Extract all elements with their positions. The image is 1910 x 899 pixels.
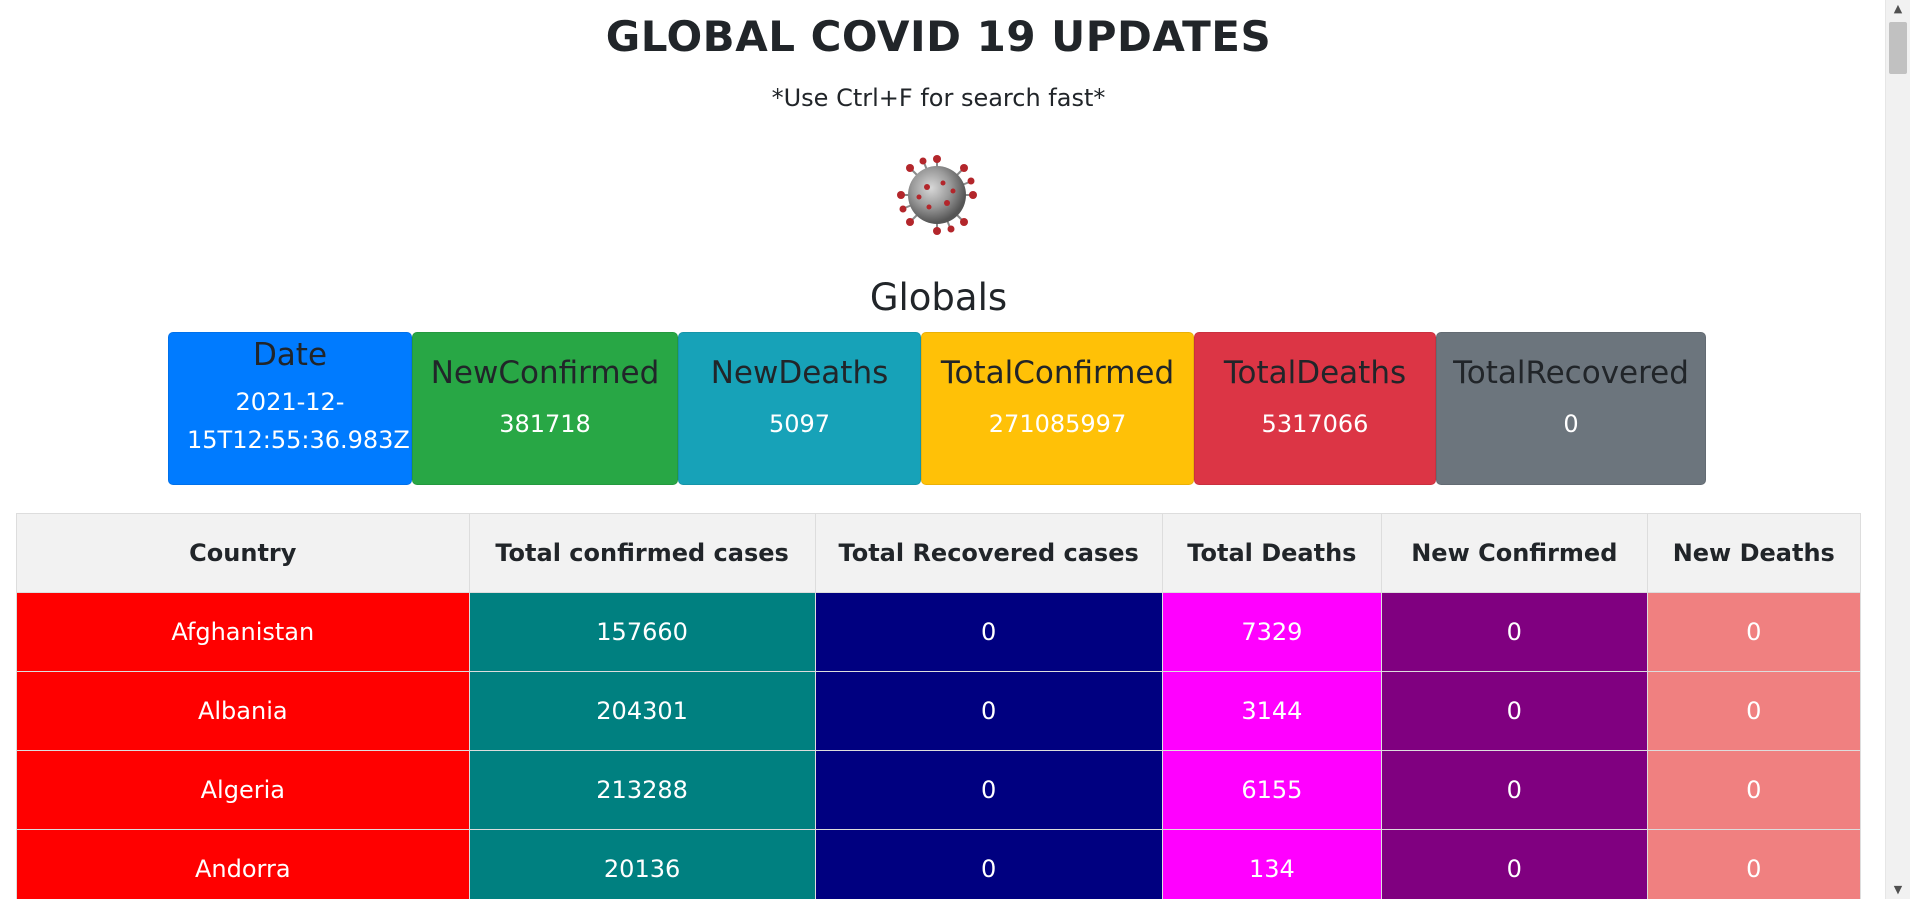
cell-total-recovered: 0 (814, 671, 1163, 751)
card-title: NewDeaths (710, 355, 889, 391)
cell-total-recovered: 0 (814, 829, 1163, 899)
cell-country: Albania (16, 671, 470, 751)
card-title: TotalDeaths (1223, 355, 1407, 391)
scrollbar-thumb[interactable] (1889, 22, 1907, 74)
card-value: 271085997 (988, 410, 1127, 438)
globals-cards: Date 2021-12-15T12:55:36.983Z NewConfirm… (168, 332, 1706, 485)
arrow-down-icon[interactable]: ▼ (1893, 883, 1903, 896)
header-total-deaths: Total Deaths (1161, 513, 1383, 593)
card-value: 2021-12-15T12:55:36.983Z (187, 388, 410, 454)
cell-total-recovered: 0 (814, 750, 1163, 830)
header-total-confirmed: Total confirmed cases (468, 513, 816, 593)
card-title: NewConfirmed (430, 355, 660, 391)
cell-new-deaths: 0 (1646, 671, 1862, 751)
card-new-deaths: NewDeaths 5097 (678, 332, 921, 485)
header-new-confirmed: New Confirmed (1381, 513, 1648, 593)
card-title: TotalConfirmed (940, 355, 1175, 391)
header-new-deaths: New Deaths (1646, 513, 1862, 593)
page-subtitle: *Use Ctrl+F for search fast* (771, 84, 1106, 112)
cell-new-confirmed: 0 (1381, 829, 1648, 899)
cell-total-deaths: 7329 (1161, 592, 1383, 672)
card-title: Date (252, 337, 328, 373)
cell-new-deaths: 0 (1646, 829, 1862, 899)
cell-country: Andorra (16, 829, 470, 899)
header-country: Country (16, 513, 470, 593)
card-total-recovered: TotalRecovered 0 (1436, 332, 1706, 485)
cell-total-confirmed: 20136 (468, 829, 816, 899)
cell-total-confirmed: 204301 (468, 671, 816, 751)
coronavirus-icon (897, 155, 977, 235)
globals-heading: Globals (869, 276, 1008, 319)
cell-new-confirmed: 0 (1381, 671, 1648, 751)
cell-total-recovered: 0 (814, 592, 1163, 672)
table-row: Albania 204301 0 3144 0 0 (16, 671, 1862, 751)
cell-new-confirmed: 0 (1381, 592, 1648, 672)
table-row: Andorra 20136 0 134 0 0 (16, 829, 1862, 899)
cell-total-deaths: 3144 (1161, 671, 1383, 751)
page-title: GLOBAL COVID 19 UPDATES (605, 12, 1272, 61)
card-value: 5097 (768, 410, 831, 438)
card-value: 381718 (499, 410, 591, 438)
arrow-up-icon[interactable]: ▲ (1893, 2, 1903, 15)
cell-total-confirmed: 213288 (468, 750, 816, 830)
card-total-confirmed: TotalConfirmed 271085997 (921, 332, 1194, 485)
table-header-row: Country Total confirmed cases Total Reco… (16, 513, 1862, 593)
countries-table: Country Total confirmed cases Total Reco… (16, 513, 1862, 899)
cell-total-deaths: 6155 (1161, 750, 1383, 830)
cell-new-confirmed: 0 (1381, 750, 1648, 830)
card-date: Date 2021-12-15T12:55:36.983Z (168, 332, 412, 485)
header-total-recovered: Total Recovered cases (814, 513, 1163, 593)
cell-total-deaths: 134 (1161, 829, 1383, 899)
card-total-deaths: TotalDeaths 5317066 (1194, 332, 1436, 485)
table-row: Afghanistan 157660 0 7329 0 0 (16, 592, 1862, 672)
card-value: 5317066 (1261, 410, 1369, 438)
card-title: TotalRecovered (1453, 355, 1689, 391)
cell-new-deaths: 0 (1646, 750, 1862, 830)
card-new-confirmed: NewConfirmed 381718 (412, 332, 678, 485)
cell-total-confirmed: 157660 (468, 592, 816, 672)
table-row: Algeria 213288 0 6155 0 0 (16, 750, 1862, 830)
cell-country: Afghanistan (16, 592, 470, 672)
cell-country: Algeria (16, 750, 470, 830)
card-value: 0 (1563, 410, 1579, 438)
vertical-scrollbar[interactable]: ▲ ▼ (1885, 0, 1910, 899)
cell-new-deaths: 0 (1646, 592, 1862, 672)
